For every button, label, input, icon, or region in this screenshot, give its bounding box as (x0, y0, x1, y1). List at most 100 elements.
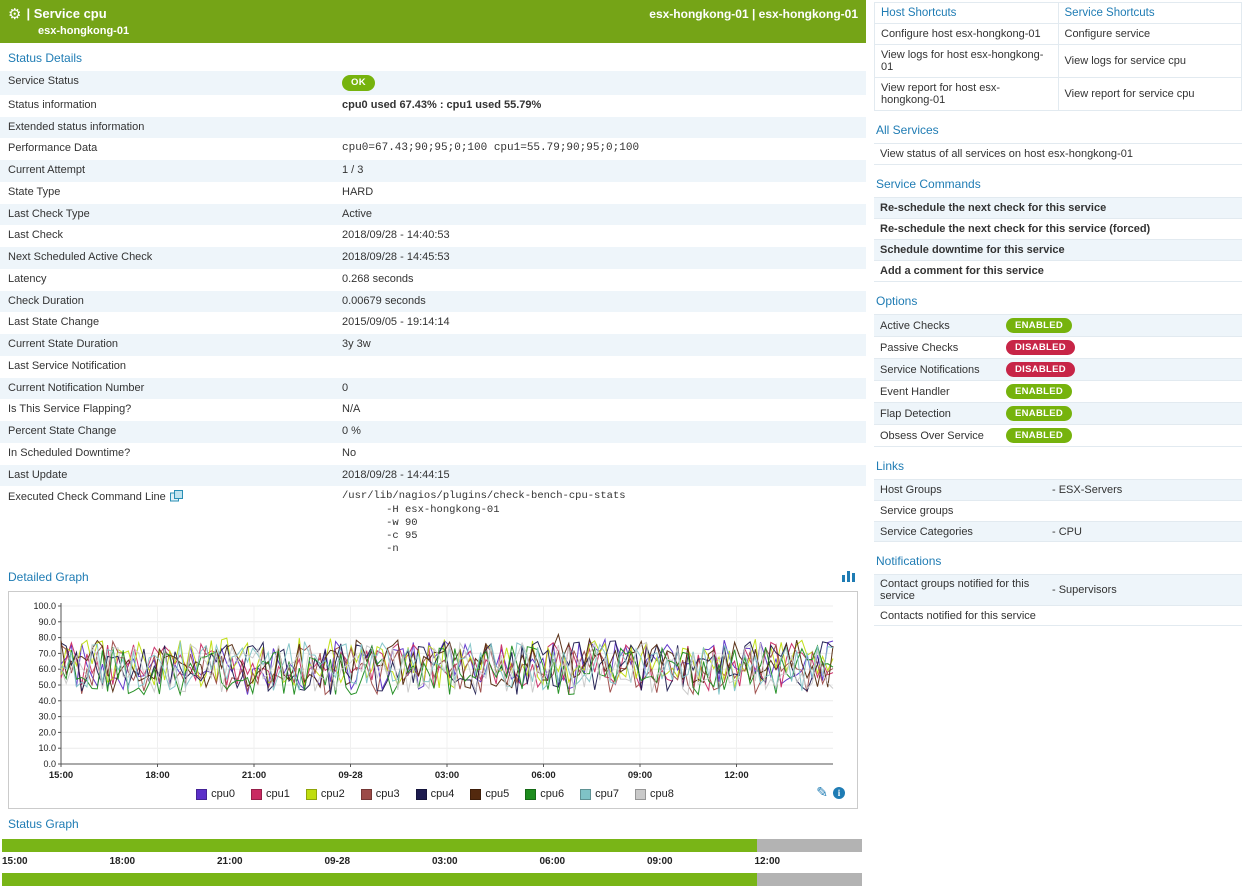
legend-label: cpu0 (211, 788, 235, 800)
detailed-graph-chart: 100.0 90.0 80.0 70.0 60.0 50.0 40.0 30.0 20.0 10.… (15, 598, 855, 785)
notifications-list: Contact groups notified for this service… (874, 574, 1242, 626)
status-value: 3y 3w (342, 338, 371, 351)
shortcut-link[interactable]: View logs for service cpu (1057, 44, 1242, 78)
svg-text:21:00: 21:00 (242, 770, 266, 781)
status-label: Performance Data (8, 142, 98, 155)
status-label: Latency (8, 272, 47, 285)
status-value (334, 117, 866, 139)
info-icon[interactable]: i (833, 786, 845, 799)
notification-value[interactable]: - Supervisors (1052, 584, 1117, 596)
legend-items: cpu0 cpu1 cpu2 cpu3 cpu4 cpu5 cpu6 cpu7 cpu8 (188, 788, 682, 800)
service-command-link[interactable]: Re-schedule the next check for this serv… (874, 197, 1242, 218)
status-label: Next Scheduled Active Check (8, 251, 153, 264)
shortcut-link[interactable]: Configure host esx-hongkong-01 (874, 23, 1059, 45)
gear-icon[interactable]: ⚙ (8, 6, 22, 23)
option-toggle-badge[interactable]: DISABLED (1006, 362, 1075, 377)
shortcut-link[interactable]: View logs for host esx-hongkong-01 (874, 44, 1059, 78)
status-row: Executed Check Command Line/usr/lib/nagi… (0, 486, 866, 560)
status-axis-tick: 03:00 (432, 856, 458, 867)
legend-swatch (360, 788, 372, 800)
status-label: Last State Change (8, 316, 100, 329)
legend-swatch (470, 788, 482, 800)
status-value: N/A (342, 403, 361, 416)
svg-text:10.0: 10.0 (38, 743, 56, 753)
host-subtitle[interactable]: esx-hongkong-01 (38, 25, 130, 37)
page-title: | Service cpu (26, 6, 107, 21)
legend-item: cpu0 (196, 788, 235, 800)
status-row: Last Check Type Active (0, 203, 866, 226)
notification-label: Contact groups notified for this service (880, 578, 1030, 602)
service-command-link[interactable]: Add a comment for this service (874, 260, 1242, 282)
option-toggle-badge[interactable]: DISABLED (1006, 340, 1075, 355)
status-graph-heading: Status Graph (8, 817, 79, 831)
shortcut-link[interactable]: Configure service (1057, 23, 1242, 45)
header-host-links[interactable]: esx-hongkong-01 | esx-hongkong-01 (649, 7, 858, 21)
status-label: Current State Duration (8, 338, 119, 351)
status-row: Percent State Change 0 % (0, 421, 866, 443)
legend-swatch (580, 788, 592, 800)
status-row: Is This Service Flapping? N/A (0, 399, 866, 421)
status-graph-axis: 15:00 18:00 21:00 09-28 03:00 06:00 09:00 12:00 (2, 855, 862, 871)
link-value[interactable]: - CPU (1052, 525, 1082, 538)
command-line-text: /usr/lib/nagios/plugins/check-bench-cpu-… (342, 490, 626, 555)
svg-text:0.0: 0.0 (43, 759, 56, 769)
status-value: 0 % (342, 425, 361, 438)
status-axis-tick: 15:00 (2, 856, 28, 867)
all-services-link[interactable]: View status of all services on host esx-… (874, 143, 1242, 165)
legend-item: cpu4 (415, 788, 454, 800)
all-services-heading[interactable]: All Services (876, 123, 939, 137)
option-row: Obsess Over Service ENABLED (874, 424, 1242, 447)
status-axis-tick: 18:00 (109, 856, 136, 867)
status-axis-tick: 09-28 (324, 856, 351, 867)
notification-row: Contacts notified for this service (874, 605, 1242, 626)
shortcuts-header-row: Host Shortcuts Service Shortcuts (874, 2, 1242, 24)
option-toggle-badge[interactable]: ENABLED (1006, 384, 1073, 399)
option-toggle-badge[interactable]: ENABLED (1006, 318, 1073, 333)
host-shortcuts-heading[interactable]: Host Shortcuts (874, 2, 1059, 24)
status-label: Status information (8, 98, 97, 111)
option-label: Obsess Over Service (880, 429, 984, 442)
legend-item: cpu5 (470, 788, 509, 800)
legend-item: cpu3 (360, 788, 400, 800)
legend-swatch (635, 788, 646, 800)
option-label: Event Handler (880, 385, 950, 398)
status-label: Check Duration (8, 294, 84, 307)
side-panel: Host Shortcuts Service Shortcuts Configure… (874, 0, 1242, 886)
service-command-link[interactable]: Re-schedule the next check for this serv… (874, 218, 1242, 239)
detailed-graph-box: 100.0 90.0 80.0 70.0 60.0 50.0 40.0 30.0 20.0 10.… (8, 591, 858, 809)
status-value: No (342, 446, 357, 459)
bar-chart-icon[interactable] (842, 569, 856, 585)
status-value: /usr/lib/nagios/plugins/check-bench-cpu-… (334, 486, 866, 560)
command-expand-icon[interactable] (169, 490, 183, 507)
option-toggle-badge[interactable]: ENABLED (1006, 428, 1073, 443)
legend-label: cpu6 (540, 788, 565, 800)
legend-label: cpu3 (375, 788, 400, 800)
status-label: Current Attempt (8, 164, 86, 177)
status-label: Percent State Change (8, 425, 117, 438)
graph-actions: ✎ i (816, 784, 845, 801)
legend-label: cpu2 (320, 788, 345, 800)
status-details-table: Service Status OK Status information cpu0 u… (0, 71, 866, 560)
link-value[interactable]: - ESX-Servers (1052, 484, 1123, 496)
status-value: cpu0=67.43;90;95;0;100 cpu1=55.79;90;95;… (342, 142, 640, 155)
shortcut-link[interactable]: View report for host esx-hongkong-01 (874, 77, 1059, 111)
service-command-link[interactable]: Schedule downtime for this service (874, 239, 1242, 260)
shortcut-link[interactable]: View report for service cpu (1057, 77, 1242, 111)
option-label: Flap Detection (880, 407, 951, 420)
edit-graph-icon[interactable]: ✎ (816, 784, 828, 800)
legend-item: cpu2 (305, 788, 345, 800)
status-details-heading: Status Details (8, 51, 83, 65)
status-row: In Scheduled Downtime? No (0, 443, 866, 465)
legend-item: cpu8 (635, 788, 674, 800)
svg-text:20.0: 20.0 (38, 727, 56, 737)
legend-swatch (415, 788, 427, 800)
svg-text:30.0: 30.0 (38, 712, 56, 722)
legend-label: cpu5 (485, 788, 510, 800)
link-row: Service Categories - CPU (874, 521, 1242, 542)
option-row: Active Checks ENABLED (874, 314, 1242, 336)
status-value: 1 / 3 (342, 164, 364, 177)
option-toggle-badge[interactable]: ENABLED (1006, 406, 1073, 421)
status-value: 0 (342, 381, 349, 394)
graph-legend: cpu0 cpu1 cpu2 cpu3 cpu4 cpu5 cpu6 cpu7 cpu8 ✎ i (15, 784, 855, 806)
service-shortcuts-heading[interactable]: Service Shortcuts (1057, 2, 1242, 24)
